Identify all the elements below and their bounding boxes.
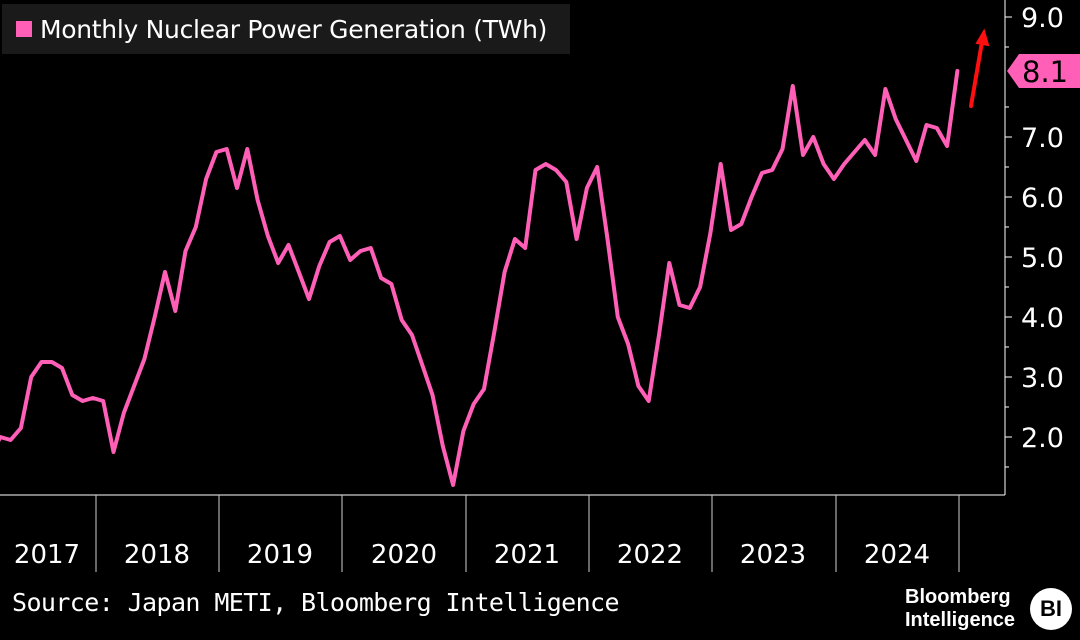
logo-line-2: Intelligence [905, 609, 1016, 631]
x-tick-label: 2017 [14, 540, 80, 570]
source-note: Source: Japan METI, Bloomberg Intelligen… [12, 588, 620, 617]
y-axis: 2.0 3.0 4.0 5.0 6.0 7.0 9.0 [1004, 0, 1064, 495]
y-tick-label: 5.0 [1021, 243, 1064, 274]
y-tick-label: 4.0 [1021, 303, 1064, 334]
annotations: 8.1 [969, 28, 1080, 108]
x-tick-label: 2023 [740, 540, 806, 570]
x-tick-label: 2020 [371, 540, 437, 570]
logo-badge: BI [1030, 588, 1072, 630]
legend: Monthly Nuclear Power Generation (TWh) [2, 4, 570, 54]
logo-line-1: Bloomberg [905, 586, 1011, 608]
legend-label: Monthly Nuclear Power Generation (TWh) [40, 14, 548, 44]
x-axis: 2017 2018 2019 2020 2021 2022 2023 2024 [0, 494, 1005, 572]
trend-arrow-head [975, 28, 990, 47]
series-line [0, 69, 960, 487]
legend-swatch [16, 21, 32, 37]
logo-text: Bloomberg Intelligence [905, 586, 1015, 632]
y-tick-label: 6.0 [1021, 183, 1064, 214]
x-tick-label: 2022 [617, 540, 683, 570]
x-tick-label: 2024 [864, 540, 930, 570]
x-tick-label: 2019 [247, 540, 313, 570]
x-tick-label: 2018 [124, 540, 190, 570]
y-tick-label: 7.0 [1021, 123, 1064, 154]
latest-value-label: 8.1 [1022, 55, 1068, 89]
x-tick-label: 2021 [494, 540, 560, 570]
latest-value-callout [1007, 54, 1080, 88]
bloomberg-intelligence-logo: Bloomberg Intelligence BI [905, 586, 1075, 634]
trend-arrow-shaft [969, 40, 984, 108]
y-tick-label: 2.0 [1021, 423, 1064, 454]
y-tick-label: 3.0 [1021, 363, 1064, 394]
y-tick-label: 9.0 [1021, 3, 1064, 34]
series-group [0, 69, 960, 487]
